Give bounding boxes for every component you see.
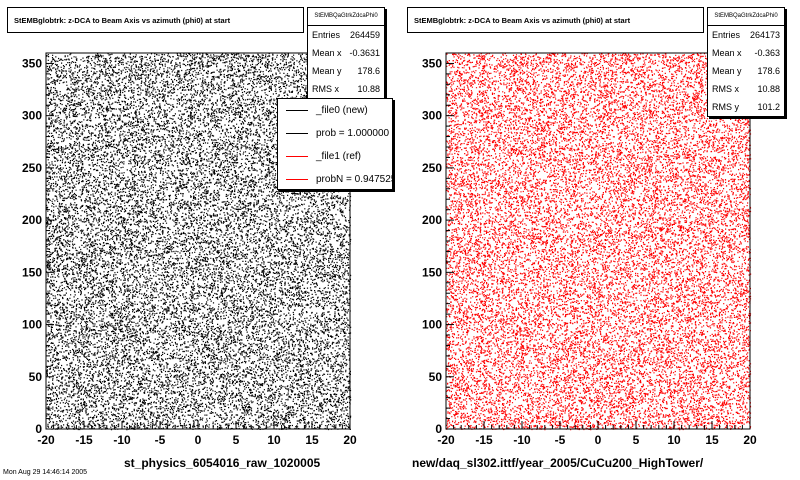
comparison-legend: _file0 (new) prob = 1.000000 _file1 (ref… [277,98,393,190]
stats-label: Mean x [712,48,742,58]
left-stats-row: Mean x -0.3631 [308,44,384,62]
right-stats-box: StEMBQaGtrkZdcaPhi0 Entries 264173 Mean … [707,7,785,117]
x-tick-label: 10 [267,433,281,447]
stats-value: 10.88 [757,84,780,94]
legend-entry: probN = 0.947525 [278,168,393,189]
timestamp-footer: Mon Aug 29 14:46:14 2005 [3,469,88,476]
y-tick-label: 250 [422,161,442,175]
x-tick-label: -15 [75,433,93,447]
x-tick-label: 20 [743,433,757,447]
scatter-points [46,53,352,431]
legend-entry: _file1 (ref) [278,145,392,167]
y-tick-label: 50 [429,370,443,384]
left-stats-row: RMS x 10.88 [308,80,384,98]
stats-value: 101.2 [757,102,780,112]
stats-label: Mean y [312,66,342,76]
x-tick-label: -10 [513,433,531,447]
x-tick-label: 15 [705,433,719,447]
legend-line-black [286,132,308,134]
scatter-points [446,53,752,431]
y-tick-label: 350 [422,56,442,70]
x-tick-label: 5 [633,433,640,447]
right-stats-row: Entries 264173 [708,26,784,44]
right-stats-row: Mean y 178.6 [708,62,784,80]
right-chart-title: StEMBglobtrk: z-DCA to Beam Axis vs azim… [407,7,704,33]
y-tick-label: 100 [22,318,42,332]
left-stats-title: StEMBQaGtrkZdcaPhi0 [308,8,384,26]
right-stats-row: Mean x -0.363 [708,44,784,62]
stats-label: Entries [312,30,341,40]
x-tick-label: 10 [667,433,681,447]
y-tick-label: 50 [29,370,43,384]
right-stats-title: StEMBQaGtrkZdcaPhi0 [708,8,784,26]
stats-label: RMS x [712,84,739,94]
y-tick-label: 300 [22,109,42,123]
left-x-axis-label: st_physics_6054016_raw_1020005 [124,456,321,470]
left-stats-row: Entries 264459 [308,26,384,44]
stats-value: 178.6 [357,66,380,76]
x-tick-label: -5 [555,433,566,447]
x-tick-label: 0 [195,433,202,447]
right-stats-row: RMS y 101.2 [708,98,784,116]
y-tick-label: 150 [22,265,42,279]
y-tick-label: 200 [22,213,42,227]
y-tick-label: 100 [422,318,442,332]
x-tick-label: -10 [113,433,131,447]
x-tick-label: -20 [37,433,55,447]
stats-value: 264459 [349,30,380,40]
stats-value: 10.88 [357,84,380,94]
legend-line-black [286,109,308,111]
x-tick-label: 15 [305,433,319,447]
y-tick-label: 300 [422,109,442,123]
left-stats-row: Mean y 178.6 [308,62,384,80]
x-tick-label: -15 [475,433,493,447]
legend-label: prob = 1.000000 [316,127,390,139]
y-tick-label: 0 [435,422,442,436]
left-chart-title: StEMBglobtrk: z-DCA to Beam Axis vs azim… [7,7,304,33]
stats-value: 178.6 [757,66,780,76]
x-tick-label: 20 [343,433,357,447]
stats-label: Mean x [312,48,342,58]
stats-label: RMS x [312,84,339,94]
y-tick-label: 350 [22,56,42,70]
x-tick-label: -5 [155,433,166,447]
right-stats-row: RMS x 10.88 [708,80,784,98]
left-stats-box: StEMBQaGtrkZdcaPhi0 Entries 264459 Mean … [307,7,385,99]
legend-entry: _file0 (new) [278,99,392,121]
y-tick-label: 250 [22,161,42,175]
legend-label: probN = 0.947525 [316,173,393,185]
x-tick-label: -20 [437,433,455,447]
stats-label: Mean y [712,66,742,76]
scatter-point-cloud [446,53,752,431]
legend-line-red [286,155,308,157]
stats-label: RMS y [712,102,739,112]
legend-line-red [286,178,308,180]
right-x-axis-label: new/daq_sl302.ittf/year_2005/CuCu200_Hig… [412,456,704,470]
y-tick-label: 200 [422,213,442,227]
legend-label: _file1 (ref) [316,150,362,162]
y-tick-label: 0 [35,422,42,436]
legend-label: _file0 (new) [316,104,368,116]
right-histogram-panel: StEMBglobtrk: z-DCA to Beam Axis vs azim… [400,0,800,480]
x-tick-label: 0 [595,433,602,447]
left-histogram-panel: StEMBglobtrk: z-DCA to Beam Axis vs azim… [7,7,393,470]
legend-entry: prob = 1.000000 [278,122,392,144]
y-tick-label: 150 [422,265,442,279]
stats-value: -0.3631 [349,48,380,58]
stats-value: 264173 [749,30,780,40]
x-tick-label: 5 [233,433,240,447]
stats-value: -0.363 [754,48,780,58]
scatter-point-cloud [46,53,352,431]
stats-label: Entries [712,30,741,40]
